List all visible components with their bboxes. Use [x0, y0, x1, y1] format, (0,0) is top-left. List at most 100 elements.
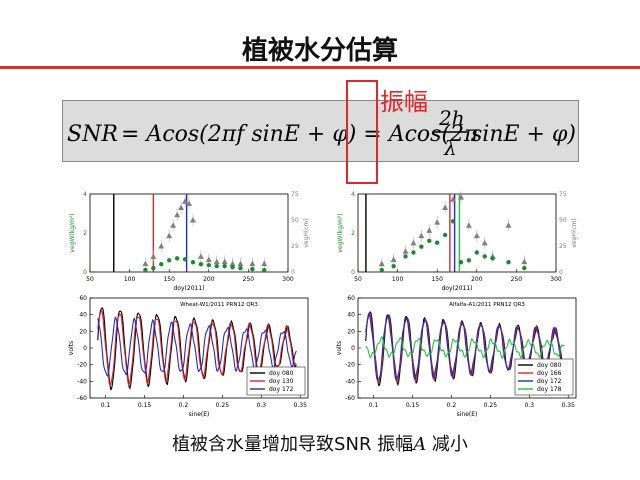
veg-water-point	[151, 265, 156, 271]
x-axis-label: doy(2011)	[174, 285, 205, 292]
y-axis-label: volts	[336, 341, 343, 355]
y-axis-label: volts	[68, 341, 75, 355]
x-tick-label: 0.3	[257, 402, 267, 409]
x-tick-label: 0.25	[484, 402, 498, 409]
veg-chart-right-svg: 50 100 150 200 250 3000240255075doy(2011)vegW…	[337, 191, 578, 292]
veg-water-point	[250, 266, 255, 272]
veg-height-point	[410, 239, 417, 246]
y-right-axis-label: vegH(cm)	[571, 218, 578, 247]
x-tick-label: 200	[471, 276, 483, 283]
veg-height-point	[378, 260, 385, 267]
veg-water-point	[230, 264, 235, 270]
veg-water-point	[522, 265, 527, 271]
snr-chart-right: 0.1 0.15 0.2 0.25 0.3 0.35 -60 -40 -20 0 20 40 60 sin…	[332, 294, 582, 418]
veg-height-point	[197, 253, 204, 259]
y-left-tick-label: 0	[351, 269, 355, 276]
snr-series-line	[97, 307, 297, 391]
x-tick-label: 0.1	[369, 402, 379, 409]
veg-height-point	[402, 248, 409, 254]
x-tick-label: 200	[203, 276, 215, 283]
x-tick-label: 0.15	[138, 402, 152, 409]
x-tick-label: 100	[392, 276, 404, 283]
x-tick-label: 250	[511, 276, 523, 283]
x-axis-label: doy(2011)	[442, 285, 473, 292]
veg-water-point	[190, 260, 196, 265]
snr-series-line	[365, 312, 565, 381]
equation-middle: = Acos(2πf sinE + φ) = Acos(2π	[121, 122, 479, 147]
veg-height-point	[450, 196, 457, 202]
y-tick-label: 20	[347, 328, 355, 335]
x-tick-label: 50	[86, 276, 94, 283]
caption-variable: A	[413, 434, 427, 455]
veg-water-point	[490, 256, 495, 261]
y-right-tick-label: 75	[291, 191, 299, 198]
veg-height-point	[473, 232, 480, 239]
snr-chart-left-svg: 0.1 0.15 0.2 0.25 0.3 0.35 -60 -40 -20 0 20 40 60 sin…	[68, 295, 309, 418]
y-tick-label: 60	[79, 295, 87, 302]
y-left-tick-label: 4	[351, 191, 355, 198]
x-tick-label: 300	[550, 276, 562, 283]
caption-end: 减小	[426, 434, 468, 455]
y-tick-label: -60	[77, 395, 87, 402]
veg-water-point	[482, 254, 487, 259]
veg-height-point	[442, 204, 449, 211]
slide-caption: 植被含水量增加导致SNR 振幅A 减小	[0, 430, 640, 456]
veg-water-point	[182, 257, 188, 262]
x-tick-label: 50	[354, 276, 362, 283]
y-left-tick-label: 2	[351, 230, 355, 237]
veg-chart-right: 50 100 150 200 250 300 0 2 4 0 25 50 75 doy(2011) vegW…	[332, 190, 582, 292]
y-left-tick-label: 0	[83, 269, 87, 276]
veg-height-point	[249, 260, 256, 267]
x-tick-label: 0.3	[525, 402, 535, 409]
y-tick-label: -20	[77, 362, 87, 369]
veg-height-point	[170, 222, 177, 228]
chart-title: Alfalfa-A1/2011 PRN12 QR3	[449, 302, 525, 308]
y-tick-label: 0	[351, 345, 355, 352]
veg-water-point	[167, 258, 172, 263]
equation-lhs: SNR	[67, 122, 118, 147]
veg-height-point	[158, 243, 165, 249]
x-tick-label: 0.35	[562, 402, 576, 409]
veg-height-point	[182, 198, 189, 204]
snr-series-line	[365, 335, 565, 359]
y-right-axis-label: vegH(cm)	[303, 218, 310, 247]
x-axis-label: sine(E)	[457, 411, 478, 418]
veg-height-point	[434, 219, 441, 225]
veg-height-point	[237, 260, 244, 267]
plot-frame	[357, 193, 557, 273]
veg-water-point	[198, 262, 204, 267]
x-tick-label: 0.2	[447, 402, 457, 409]
y-tick-label: 40	[347, 312, 355, 319]
veg-height-point	[178, 204, 185, 211]
veg-height-point	[166, 232, 173, 239]
veg-water-point	[435, 240, 440, 245]
amplitude-highlight-box	[346, 80, 378, 184]
veg-chart-left-svg: 50 100 150 200 250 3000240255075doy(2011)vegW…	[69, 191, 310, 292]
y-tick-label: -20	[345, 362, 355, 369]
veg-water-point	[214, 263, 219, 269]
veg-water-point	[206, 262, 211, 268]
x-tick-label: 0.15	[406, 402, 420, 409]
y-left-axis-label: vegW(kg/m²)	[337, 213, 344, 252]
y-left-axis-label: vegW(kg/m²)	[69, 213, 76, 252]
x-tick-label: 0.2	[179, 402, 189, 409]
legend-entry: doy 178	[537, 386, 562, 393]
veg-height-point	[221, 258, 228, 265]
y-right-tick-label: 0	[291, 269, 295, 276]
caption-text: 植被含水量增加导致SNR 振幅	[172, 434, 414, 455]
x-tick-label: 0.25	[216, 402, 230, 409]
veg-height-point	[505, 222, 512, 228]
equation-frac-num: 2h	[438, 106, 465, 130]
veg-height-point	[174, 211, 181, 218]
x-tick-label: 150	[163, 276, 175, 283]
x-tick-label: 300	[282, 276, 294, 283]
legend-entry: doy 080	[269, 370, 294, 377]
veg-height-point	[229, 260, 236, 267]
veg-height-point	[465, 222, 472, 228]
veg-height-point	[150, 253, 157, 259]
veg-water-point	[442, 232, 448, 238]
y-left-tick-label: 4	[83, 191, 87, 198]
x-tick-label: 0.1	[101, 402, 111, 409]
legend-entry: doy 172	[269, 386, 294, 393]
y-right-tick-label: 75	[559, 191, 567, 198]
